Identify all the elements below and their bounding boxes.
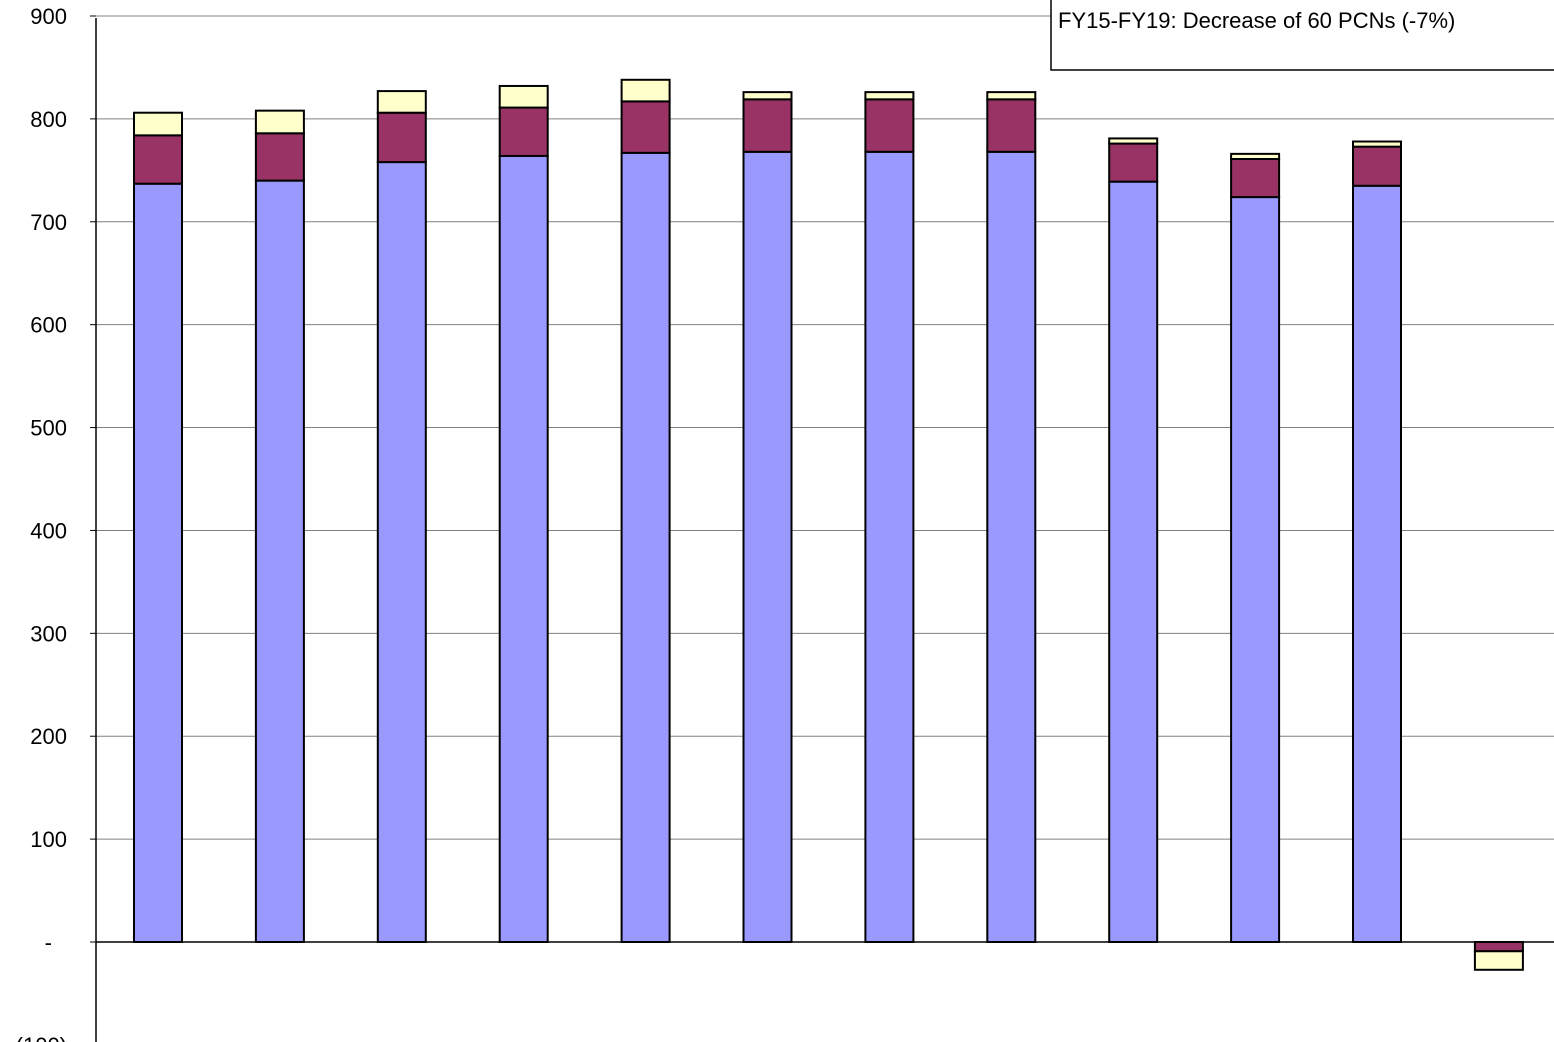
bar-segment-series-3 xyxy=(133,111,183,137)
bar-segment-series-1 xyxy=(498,154,549,943)
bar-segment-series-3 xyxy=(1230,152,1281,161)
bar-segment-series-3 xyxy=(620,78,671,103)
bar-segment-series-1 xyxy=(864,150,915,943)
gridlines xyxy=(90,15,1554,943)
bar-segment-series-2 xyxy=(986,98,1037,153)
bar-segment-series-1 xyxy=(1108,180,1159,944)
bar-segment-series-3 xyxy=(864,91,915,101)
bar-segment-series-2 xyxy=(1352,145,1402,187)
annotation-frame xyxy=(1050,0,1554,71)
bar-segment-series-1 xyxy=(133,182,183,944)
y-tick-label: 100 xyxy=(30,827,67,852)
bar-segment-series-3 xyxy=(1352,140,1402,148)
y-tick-label: 300 xyxy=(30,621,67,646)
bar-segment-series-2 xyxy=(742,98,793,153)
bar-segment-series-2 xyxy=(254,132,305,182)
y-tick-label: 600 xyxy=(30,313,67,338)
bar-segment-series-2 xyxy=(864,98,915,153)
bar-segment-series-3 xyxy=(742,91,793,101)
bar-segment-series-1 xyxy=(254,179,305,943)
annotation-text: FY15-FY19: Decrease of 60 PCNs (-7%) xyxy=(1058,8,1455,33)
y-tick-labels: 900 800 700 600 500 400 300 200 100 - (100) xyxy=(16,4,67,1042)
bar-segment-series-3 xyxy=(498,84,549,109)
y-tick-label: - xyxy=(45,930,52,955)
bar-segment-series-3 xyxy=(986,91,1037,101)
y-tick-label: (100) xyxy=(16,1033,67,1042)
bar-segment-series-1 xyxy=(376,161,427,943)
bar-segment-series-2 xyxy=(1473,941,1524,953)
bar-segment-series-2 xyxy=(620,100,671,154)
bar-segment-series-1 xyxy=(742,150,793,943)
bar-segment-series-3 xyxy=(254,109,305,135)
y-tick-label: 700 xyxy=(30,210,67,235)
bar-segment-series-2 xyxy=(1108,142,1159,183)
bars xyxy=(133,78,1524,971)
bar-segment-series-2 xyxy=(376,111,427,164)
y-tick-label: 200 xyxy=(30,724,67,749)
bar-segment-series-1 xyxy=(620,151,671,944)
bar-segment-series-2 xyxy=(133,134,183,185)
bar-segment-series-3 xyxy=(1108,137,1159,145)
y-tick-label: 800 xyxy=(30,107,67,132)
bar-segment-series-1 xyxy=(1352,184,1402,944)
annotation-box: FY15-FY19: Decrease of 60 PCNs (-7%) xyxy=(1050,0,1554,71)
y-tick-label: 500 xyxy=(30,416,67,441)
bar-segment-series-3 xyxy=(1473,950,1524,971)
y-tick-label: 900 xyxy=(30,4,67,29)
bar-segment-series-3 xyxy=(376,90,427,114)
y-tick-label: 400 xyxy=(30,518,67,543)
bar-segment-series-2 xyxy=(498,106,549,157)
bar-segment-series-1 xyxy=(986,150,1037,943)
bar-segment-series-2 xyxy=(1230,158,1281,199)
bar-segment-series-1 xyxy=(1230,196,1281,943)
